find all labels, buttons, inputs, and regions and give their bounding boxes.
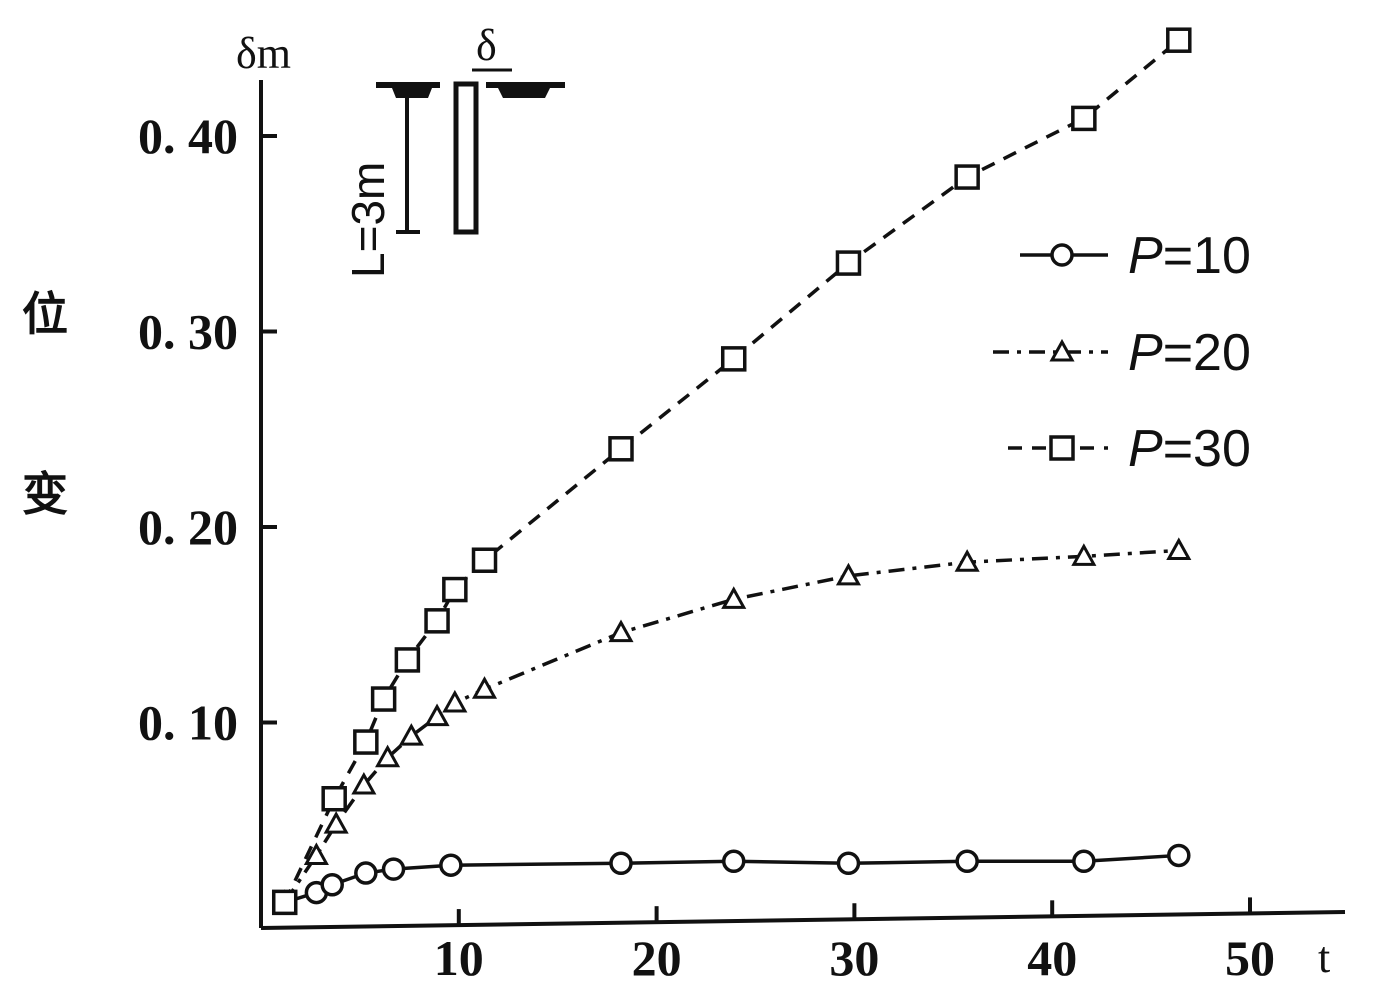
x-tick-label-40: 40 bbox=[1027, 930, 1077, 986]
series-3-point-3 bbox=[370, 686, 397, 712]
ground-hatch-left bbox=[392, 88, 432, 98]
x-axis bbox=[260, 910, 1346, 930]
series-2-point-10 bbox=[721, 586, 747, 609]
series-1-point-2 bbox=[320, 873, 344, 897]
series-1-point-11 bbox=[1167, 843, 1191, 868]
legend-item-2: P=20 bbox=[993, 324, 1251, 382]
series-1-point-6 bbox=[609, 851, 633, 876]
series-2-point-2 bbox=[323, 811, 349, 834]
series-1-point-9 bbox=[955, 849, 979, 874]
series-1-point-7 bbox=[721, 849, 746, 874]
series-3-point-2 bbox=[353, 729, 379, 755]
series-3-point-6 bbox=[442, 576, 468, 603]
ground-hatch-right bbox=[498, 88, 550, 98]
series-2-point-12 bbox=[954, 549, 980, 572]
legend-item-1: P=10 bbox=[1020, 227, 1251, 285]
pile-inset-diagram: L=3m δ bbox=[342, 21, 565, 278]
series-1-point-10 bbox=[1072, 849, 1096, 874]
pile bbox=[453, 81, 479, 235]
legend-label-3: P=30 bbox=[1128, 420, 1251, 478]
series-2-point-6 bbox=[424, 703, 450, 727]
x-tick-label-30: 30 bbox=[829, 930, 879, 986]
x-axis-label: t bbox=[1318, 933, 1330, 982]
series-3-point-0 bbox=[271, 889, 298, 916]
series-3 bbox=[271, 27, 1192, 916]
legend-label-1: P=10 bbox=[1128, 227, 1251, 285]
legend-label-2: P=20 bbox=[1128, 324, 1251, 382]
series-3-point-8 bbox=[608, 436, 634, 462]
y-unit-label: δm bbox=[236, 29, 291, 78]
series-2-point-11 bbox=[835, 562, 862, 586]
series-1-point-8 bbox=[836, 851, 861, 876]
series-2-point-1 bbox=[303, 842, 329, 865]
series-1-point-4 bbox=[381, 857, 406, 881]
series-2-point-4 bbox=[375, 744, 401, 768]
series-3-point-11 bbox=[954, 164, 980, 190]
series-2-point-13 bbox=[1071, 543, 1097, 566]
y-axis-label-char-2: 位 bbox=[22, 287, 68, 341]
pile-length-label: L=3m bbox=[342, 162, 394, 278]
series-2-point-9 bbox=[608, 619, 634, 643]
legend-swatch-marker-3 bbox=[1049, 435, 1075, 461]
series-3-point-13 bbox=[1166, 27, 1192, 53]
y-tick-label-1: 0. 20 bbox=[138, 499, 238, 555]
series-3-line bbox=[283, 38, 1180, 904]
legend-swatch-marker-1 bbox=[1050, 243, 1074, 267]
y-tick-label-2: 0. 30 bbox=[138, 304, 238, 360]
series-2-point-5 bbox=[398, 723, 424, 746]
x-tick-label-20: 20 bbox=[632, 930, 682, 986]
series-3-point-1 bbox=[321, 785, 347, 812]
series-2-point-14 bbox=[1166, 537, 1192, 560]
series-1-point-3 bbox=[354, 861, 378, 885]
series-2-point-7 bbox=[442, 689, 468, 713]
x-tick-label-50: 50 bbox=[1225, 930, 1275, 986]
y-tick-label-0: 0. 10 bbox=[138, 695, 238, 751]
displacement-label: δ bbox=[476, 21, 497, 70]
series-3-point-12 bbox=[1071, 105, 1097, 132]
legend-swatch-marker-2 bbox=[1049, 338, 1075, 362]
y-tick-label-3: 0. 40 bbox=[138, 108, 238, 164]
series-2-point-3 bbox=[351, 771, 377, 795]
series-3-point-7 bbox=[471, 547, 498, 573]
series-3-point-5 bbox=[424, 608, 450, 634]
y-axis-label-char-1: 变 bbox=[22, 467, 68, 521]
series-2-point-8 bbox=[471, 676, 498, 699]
series-1-point-5 bbox=[439, 853, 463, 877]
legend-item-3: P=30 bbox=[1008, 420, 1251, 478]
series-3-point-4 bbox=[394, 647, 421, 673]
series-3-point-10 bbox=[835, 250, 862, 276]
series-3-point-9 bbox=[720, 346, 747, 372]
x-tick-label-10: 10 bbox=[434, 930, 484, 986]
